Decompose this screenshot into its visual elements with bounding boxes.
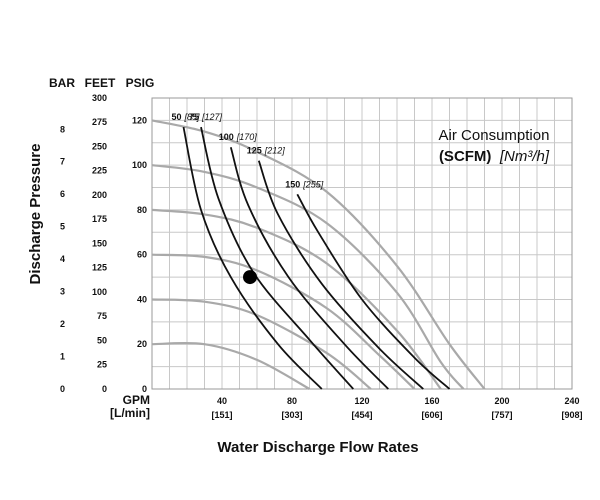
psig-axis-tick: 20 (137, 339, 147, 349)
feet-axis-tick: 300 (92, 93, 107, 103)
operating-point-marker (243, 270, 257, 285)
legend-units: (SCFM) [Nm³/h] (439, 148, 550, 165)
legend-unit-nm3h: [Nm³/h] (499, 148, 550, 165)
air-curve-label-scfm: 100 (219, 132, 234, 142)
operating-point-layer (243, 270, 257, 285)
pressure-curve-line (151, 341, 311, 390)
air-consumption-curves: 50 [85]75 [127] 100 [170] 125 [212] 150 [255] (172, 112, 451, 390)
bar-axis-header: BAR (49, 76, 75, 90)
air-consumption-curve-line (296, 193, 451, 390)
air-curve-label-scfm: 150 (285, 179, 300, 189)
x-axis-tick-lmin: [454] (351, 410, 372, 420)
x-axis-tick-gpm: 120 (354, 396, 369, 406)
feet-axis-tick: 250 (92, 141, 107, 151)
psig-axis-tick: 60 (137, 250, 147, 260)
feet-axis-header: FEET (85, 76, 116, 90)
feet-axis-tick: 75 (97, 311, 107, 321)
pressure-curve-line (151, 119, 486, 390)
psig-axis-tick: 40 (137, 294, 147, 304)
air-curve-label: 150 [255] (285, 179, 324, 189)
axes: BAR012345678FEET025507510012515017520022… (49, 76, 583, 420)
air-curve-label-scfm: 125 (247, 146, 262, 156)
x-axis-unit-gpm: GPM (123, 393, 150, 407)
air-curve-label-scfm: 75 (189, 112, 199, 122)
pressure-curve-line (151, 298, 372, 390)
x-axis-tick-lmin: [606] (421, 410, 442, 420)
plot-frame (151, 97, 573, 390)
bar-axis-tick: 8 (60, 124, 65, 134)
air-consumption-curve-line (182, 126, 323, 390)
air-curve-label: 125 [212] (247, 146, 286, 156)
air-curve-label: 50 [85] (172, 112, 201, 122)
air-consumption-curve-line (200, 126, 354, 390)
x-axis-tick-gpm: 160 (424, 396, 439, 406)
x-axis-tick-lmin: [303] (281, 410, 302, 420)
feet-axis-tick: 175 (92, 214, 107, 224)
bar-axis-tick: 5 (60, 222, 65, 232)
x-axis-tick-lmin: [908] (561, 410, 582, 420)
feet-axis-tick: 25 (97, 360, 107, 370)
feet-axis-tick: 225 (92, 166, 107, 176)
x-axis-title: Water Discharge Flow Rates (217, 439, 418, 456)
bar-axis-tick: 1 (60, 352, 65, 362)
legend-title: Air Consumption (439, 127, 550, 144)
air-consumption-curve-line (229, 146, 389, 390)
legend-unit-scfm: (SCFM) (439, 148, 492, 165)
air-curve-label-nm3h: [255] (302, 179, 324, 189)
feet-axis-tick: 275 (92, 117, 107, 127)
bar-axis-tick: 3 (60, 287, 65, 297)
air-curve-label-nm3h: [170] (236, 132, 258, 142)
psig-axis-tick: 0 (142, 384, 147, 394)
x-axis-tick-gpm: 200 (494, 396, 509, 406)
air-curve-label-nm3h: [212] (264, 146, 286, 156)
pressure-curve-line (151, 253, 416, 390)
x-axis-tick-gpm: 40 (217, 396, 227, 406)
air-curve-label-nm3h: [127] (201, 112, 223, 122)
air-curve-label: 75 [127] (189, 112, 223, 122)
air-curve-label-scfm: 50 (172, 112, 182, 122)
x-axis-tick-lmin: [757] (491, 410, 512, 420)
pressure-curve-line (151, 208, 442, 390)
feet-axis-tick: 0 (102, 384, 107, 394)
bar-axis-tick: 4 (60, 254, 65, 264)
feet-axis-tick: 125 (92, 263, 107, 273)
feet-axis-tick: 150 (92, 238, 107, 248)
bar-axis-tick: 6 (60, 189, 65, 199)
air-curve-label: 100 [170] (219, 132, 258, 142)
bar-axis-tick: 2 (60, 319, 65, 329)
pressure-curve-line (151, 164, 465, 390)
psig-axis-header: PSIG (126, 76, 155, 90)
bar-axis-tick: 7 (60, 157, 65, 167)
bar-axis-tick: 0 (60, 384, 65, 394)
x-axis-tick-gpm: 80 (287, 396, 297, 406)
psig-axis-tick: 120 (132, 115, 147, 125)
feet-axis-tick: 100 (92, 287, 107, 297)
x-axis-tick-lmin: [151] (211, 410, 232, 420)
x-axis-tick-gpm: 240 (564, 396, 579, 406)
air-consumption-curve-line (257, 160, 424, 390)
psig-axis-tick: 80 (137, 205, 147, 215)
feet-axis-tick: 50 (97, 335, 107, 345)
pressure-curves (151, 119, 486, 390)
y-axis-title: Discharge Pressure (27, 144, 44, 285)
air-curve-label-nm3h: [85] (184, 112, 201, 122)
psig-axis-tick: 100 (132, 160, 147, 170)
x-axis-unit-lmin: [L/min] (110, 406, 150, 420)
feet-axis-tick: 200 (92, 190, 107, 200)
